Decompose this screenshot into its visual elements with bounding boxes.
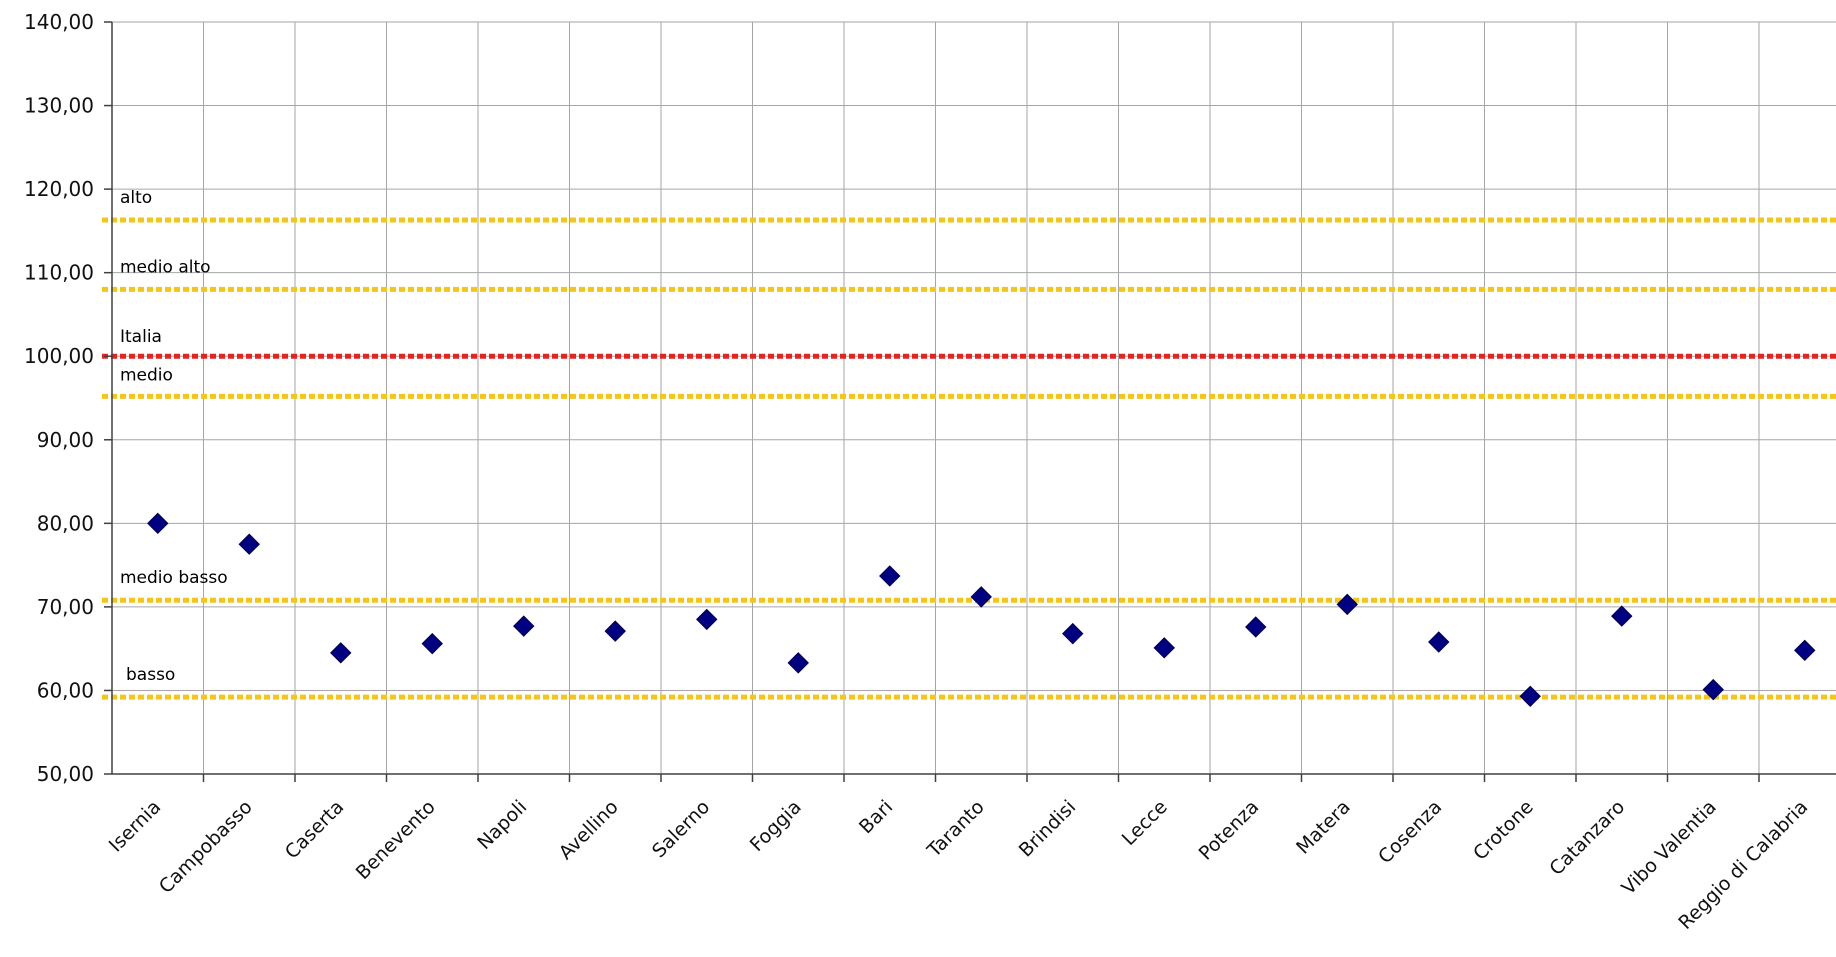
reference-line-label: basso (126, 665, 175, 685)
data-point (1245, 616, 1267, 638)
x-tick-label: Avellino (555, 796, 623, 864)
x-tick-label: Brindisi (1015, 796, 1081, 862)
y-tick-label: 130,00 (24, 94, 94, 118)
x-tick-label: Benevento (352, 796, 440, 884)
x-tick-label: Crotone (1469, 796, 1538, 865)
data-point (1428, 631, 1450, 653)
x-tick-label: Taranto (923, 796, 989, 862)
x-tick-label: Vibo Valentia (1617, 796, 1720, 899)
data-point (879, 565, 901, 587)
reference-line-label: medio (120, 365, 173, 385)
reference-lines: alto medio alto Italia medio medio basso bass… (102, 188, 1836, 700)
data-point (1794, 639, 1816, 662)
data-point (513, 615, 535, 637)
data-point (604, 620, 626, 642)
y-tick-label: 90,00 (37, 428, 94, 452)
x-tick-label: Caserta (281, 796, 348, 863)
y-tick-label: 120,00 (24, 177, 94, 201)
y-tick-label: 60,00 (37, 678, 94, 702)
x-tick-label: Bari (855, 796, 897, 838)
data-point (1702, 678, 1724, 701)
y-tick-label: 50,00 (37, 762, 94, 786)
data-points (147, 512, 1816, 708)
data-point (330, 642, 352, 664)
grid (112, 21, 1836, 775)
reference-line-label: medio basso (120, 568, 228, 588)
x-tick-label: Potenza (1195, 796, 1264, 865)
data-point (1062, 622, 1084, 645)
y-tick-label: 110,00 (24, 261, 94, 285)
data-point (787, 652, 809, 674)
y-tick-label: 80,00 (37, 511, 94, 535)
data-point (696, 608, 718, 631)
reference-line-label: alto (120, 188, 152, 208)
x-tick-label: Catanzaro (1545, 796, 1629, 880)
data-point (421, 632, 443, 655)
data-point (1336, 593, 1358, 616)
x-tick-label: Campobasso (155, 796, 257, 898)
x-tick-label: Matera (1292, 796, 1355, 859)
x-tick-label: Napoli (473, 796, 531, 854)
data-point (147, 512, 169, 535)
y-tick-label: 100,00 (24, 344, 94, 368)
data-point (1611, 605, 1633, 627)
y-tick-label: 140,00 (24, 10, 94, 34)
reference-line-label: Italia (120, 327, 162, 347)
y-tick-labels: 50,00 60,00 70,00 80,00 90,00 100,00 110,00 120… (24, 10, 94, 786)
data-point (970, 586, 992, 608)
data-point (238, 533, 260, 555)
x-tick-label: Isernia (105, 796, 166, 857)
x-tick-label: Lecce (1118, 796, 1172, 850)
reference-line-label: medio alto (120, 257, 211, 277)
axes (104, 21, 1836, 782)
x-tick-label: Cosenza (1374, 796, 1446, 868)
data-point (1519, 685, 1541, 708)
data-point (1153, 637, 1175, 659)
y-tick-label: 70,00 (37, 595, 94, 619)
x-tick-label: Foggia (746, 796, 806, 856)
x-tick-label: Salerno (648, 796, 714, 862)
